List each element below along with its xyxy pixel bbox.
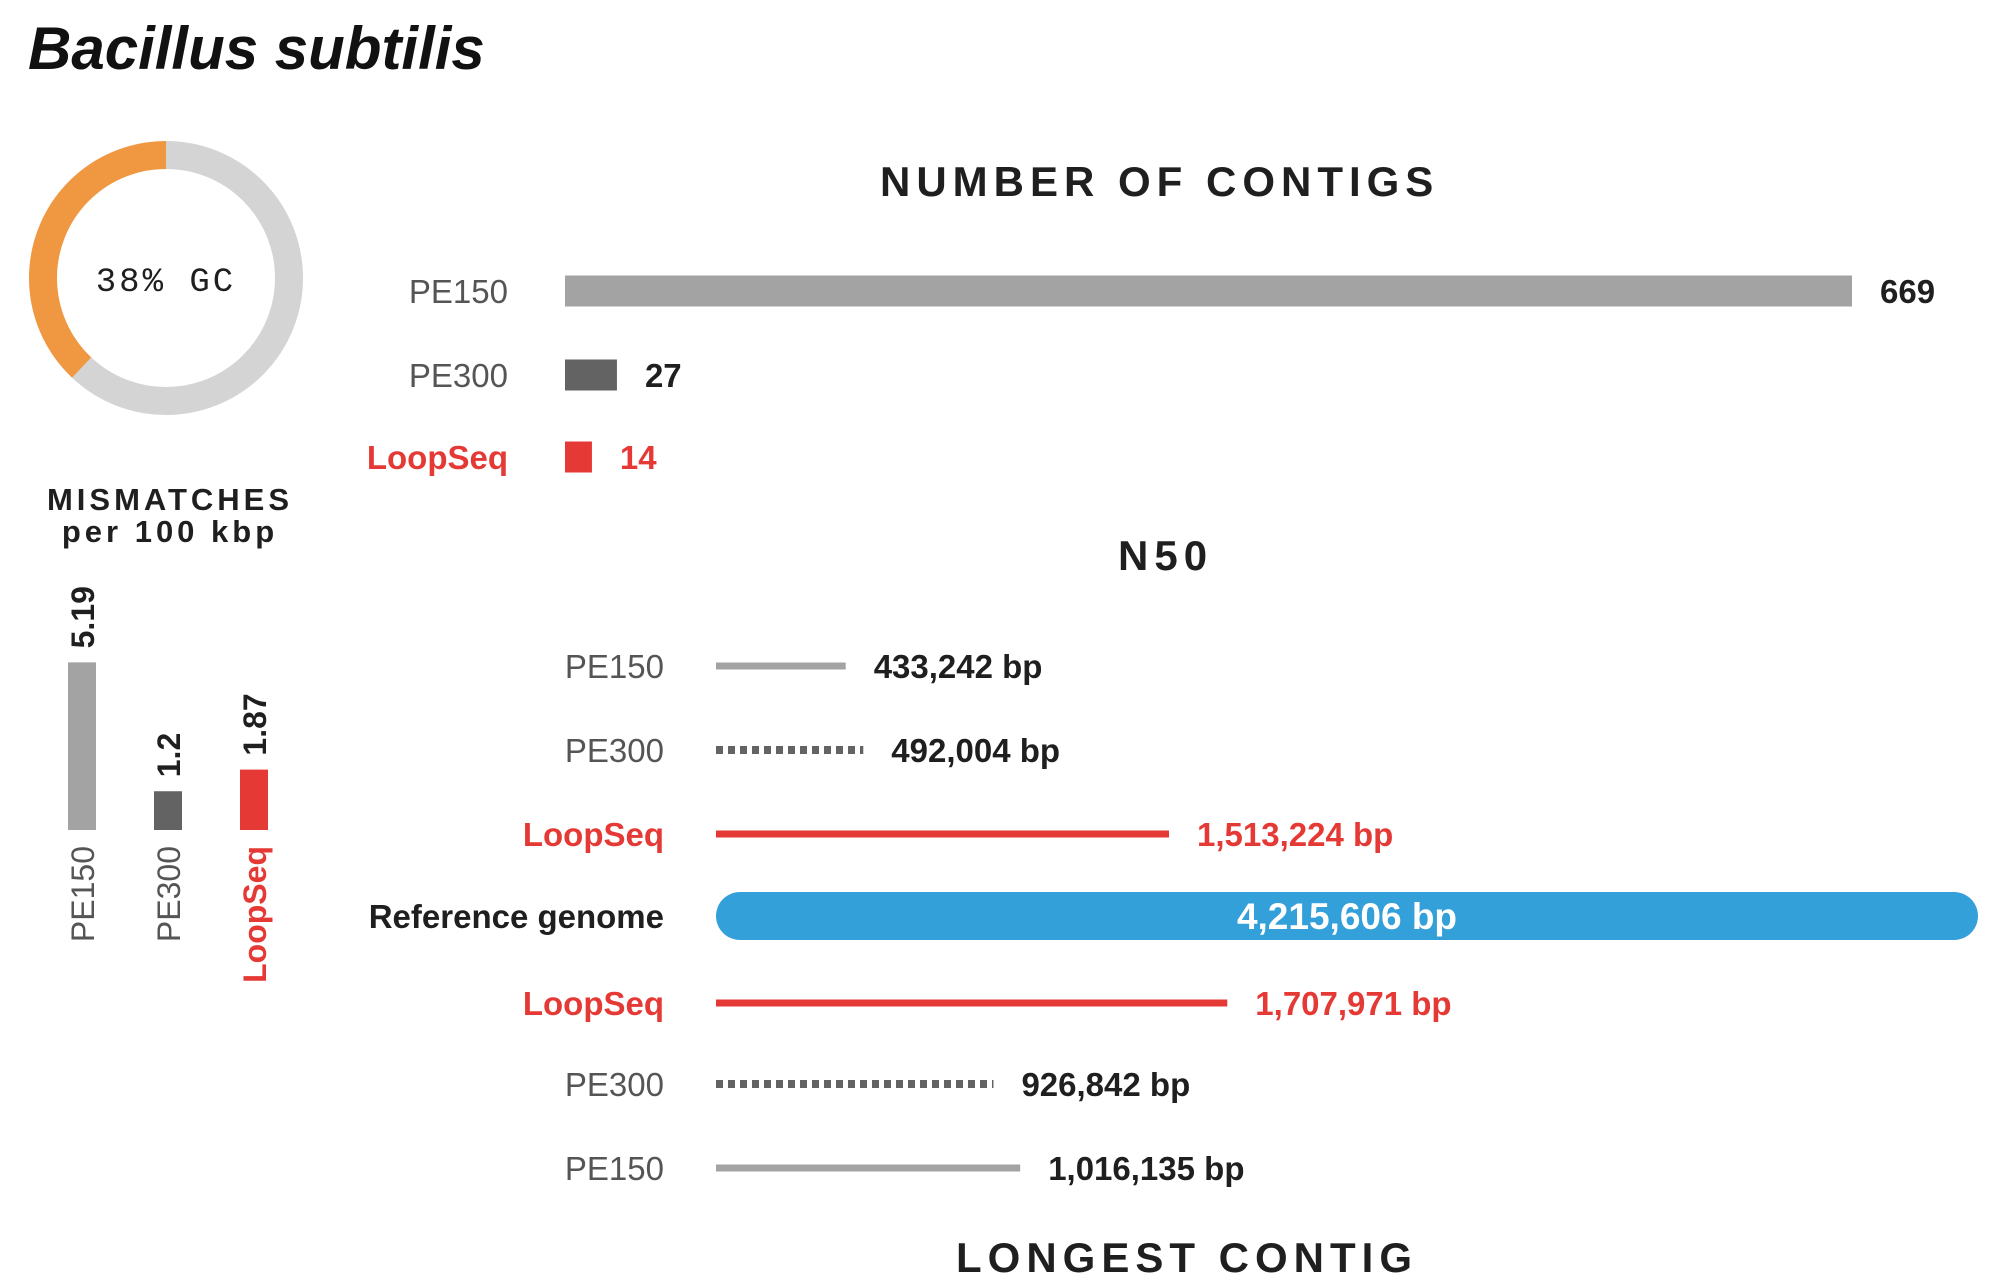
species-title: Bacillus subtilis xyxy=(28,15,485,82)
n50-title: N50 xyxy=(1118,532,1214,579)
mismatch-bar-pe300 xyxy=(154,791,182,830)
donut-slices xyxy=(29,141,303,415)
mismatch-category-label: LoopSeq xyxy=(237,846,273,983)
mismatch-bar-pe150 xyxy=(68,662,96,830)
n50-value-label: 433,242 bp xyxy=(874,648,1043,685)
n50-category-label: LoopSeq xyxy=(523,816,664,853)
mismatch-value-label: 5.19 xyxy=(65,586,101,648)
contig-bar-pe150 xyxy=(565,275,1852,307)
contig-value-label: 14 xyxy=(620,439,657,476)
gc-label: 38% GC xyxy=(96,264,236,302)
reference-genome-value-label: 4,215,606 bp xyxy=(1237,896,1457,937)
mismatch-value-label: 1.2 xyxy=(151,733,187,777)
reference-genome-bar xyxy=(716,892,1978,940)
n50-value-label: 1,513,224 bp xyxy=(1197,816,1393,853)
contig-bar-loopseq xyxy=(565,441,592,473)
n50-category-label: PE300 xyxy=(565,1066,664,1103)
contig-value-label: 27 xyxy=(645,357,682,394)
contig-bar-pe300 xyxy=(565,359,617,391)
contig-value-label: 669 xyxy=(1880,273,1935,310)
mismatch-value-label: 1.87 xyxy=(237,693,273,755)
mismatch-category-label: PE150 xyxy=(65,846,101,942)
contigs-title: NUMBER OF CONTIGS xyxy=(880,158,1440,205)
n50-value-label: 1,016,135 bp xyxy=(1048,1150,1244,1187)
n50-category-label: LoopSeq xyxy=(523,985,664,1022)
donut-slice-gc xyxy=(29,141,303,415)
contig-marks: PE150 669 PE300 27 LoopSeq 14 xyxy=(367,273,1935,476)
mismatch-bar-loopseq xyxy=(240,769,268,830)
gc-donut-chart: 38% GC xyxy=(29,141,303,415)
n50-value-label: 492,004 bp xyxy=(891,732,1060,769)
contig-category-label: LoopSeq xyxy=(367,439,508,476)
mismatches-title-main: MISMATCHES xyxy=(46,482,294,517)
n50-category-label: PE300 xyxy=(565,732,664,769)
mismatches-subtitle: per 100 kbp xyxy=(61,514,279,549)
n50-category-label: PE150 xyxy=(565,1150,664,1187)
n50-category-label: PE150 xyxy=(565,648,664,685)
n50-marks: PE150 433,242 bp PE300 492,004 bp LoopSeq 1,5… xyxy=(369,648,1978,1187)
mismatch-marks: 5.19 PE150 1.2 PE300 1.87 LoopSeq xyxy=(65,586,273,983)
mismatch-category-label: PE300 xyxy=(151,846,187,942)
contig-category-label: PE150 xyxy=(409,273,508,310)
contig-category-label: PE300 xyxy=(409,357,508,394)
n50-category-label: Reference genome xyxy=(369,898,664,935)
n50-value-label: 1,707,971 bp xyxy=(1255,985,1451,1022)
longest-contig-title: LONGEST CONTIG xyxy=(956,1234,1418,1281)
n50-value-label: 926,842 bp xyxy=(1021,1066,1190,1103)
mismatches-title: MISMATCHES per 100 kbp xyxy=(10,484,330,548)
